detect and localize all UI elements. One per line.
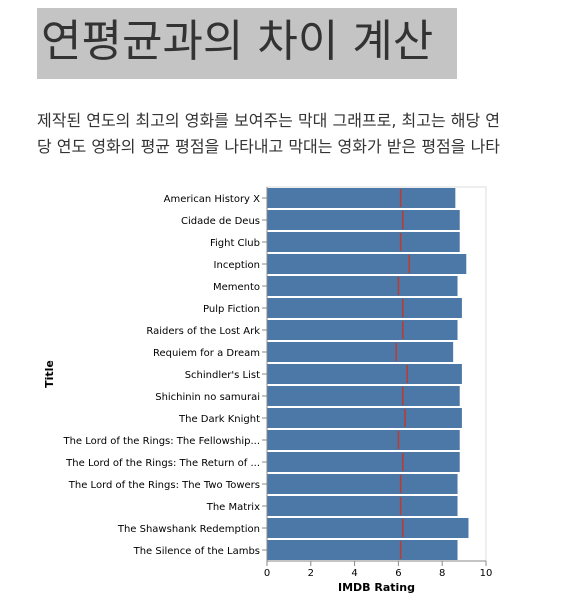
y-tick-label: Raiders of the Lost Ark — [146, 326, 260, 337]
description-line-2: 당 연도 영화의 평균 평점을 나타내고 막대는 영화가 받은 평점을 나타 — [37, 137, 501, 156]
bar — [267, 254, 467, 274]
y-tick-label: The Matrix — [206, 502, 260, 513]
bar — [267, 320, 458, 340]
description-line-1: 제작된 연도의 최고의 영화를 보여주는 막대 그래프로, 최고는 해당 연 — [37, 111, 501, 130]
page-description: 제작된 연도의 최고의 영화를 보여주는 막대 그래프로, 최고는 해당 연 당… — [37, 108, 569, 160]
bar — [267, 188, 456, 208]
y-tick-label: Fight Club — [210, 238, 260, 249]
y-tick-label: Pulp Fiction — [203, 304, 260, 315]
bar — [267, 452, 460, 472]
y-tick-label: Memento — [213, 282, 260, 293]
y-tick-label: The Lord of the Rings: The Return of ... — [65, 458, 260, 469]
y-tick-label: The Silence of the Lambs — [133, 546, 260, 557]
x-tick-label: 4 — [351, 568, 357, 579]
bar — [267, 210, 460, 230]
y-tick-label: The Dark Knight — [178, 414, 260, 425]
y-tick-label: The Shawshank Redemption — [117, 524, 260, 535]
y-tick-label: Schindler's List — [185, 370, 260, 381]
bar — [267, 364, 462, 384]
x-tick-label: 2 — [308, 568, 314, 579]
y-tick-label: Cidade de Deus — [181, 216, 260, 227]
bar — [267, 298, 462, 318]
bar — [267, 386, 460, 406]
bar — [267, 518, 469, 538]
y-tick-label: Inception — [214, 260, 260, 271]
x-tick-label: 6 — [395, 568, 401, 579]
bar — [267, 540, 458, 560]
page-title-box: 연평균과의 차이 계산 — [37, 8, 457, 79]
y-tick-label: American History X — [164, 194, 261, 205]
bar — [267, 342, 454, 362]
y-tick-label: Shichinin no samurai — [155, 392, 260, 403]
x-axis-title: IMDB Rating — [338, 581, 415, 594]
y-tick-label: The Lord of the Rings: The Fellowship... — [62, 436, 260, 447]
bar — [267, 408, 462, 428]
bar — [267, 474, 458, 494]
y-axis-title: Title — [43, 360, 56, 388]
x-tick-label: 8 — [439, 568, 445, 579]
bar — [267, 276, 458, 296]
y-tick-label: Requiem for a Dream — [153, 348, 260, 359]
page-title: 연평균과의 차이 계산 — [41, 16, 434, 67]
bar — [267, 232, 460, 252]
bar — [267, 430, 460, 450]
x-tick-label: 10 — [480, 568, 493, 579]
y-tick-label: The Lord of the Rings: The Two Towers — [68, 480, 260, 491]
x-tick-label: 0 — [264, 568, 270, 579]
bar — [267, 496, 458, 516]
